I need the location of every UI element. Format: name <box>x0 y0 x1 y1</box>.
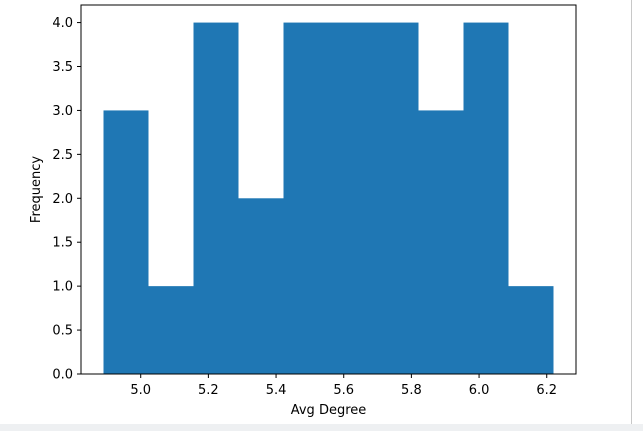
x-axis-label: Avg Degree <box>291 403 367 418</box>
histogram-bar-3 <box>193 22 239 374</box>
bottom-edge <box>0 424 643 431</box>
histogram-bar-5 <box>283 22 329 374</box>
side-panel-edge <box>631 0 643 431</box>
y-tick-label: 1.0 <box>52 280 73 295</box>
y-axis-ticks: 0.0 0.5 1.0 1.5 2.0 2.5 3.0 3.5 4.0 <box>52 16 81 383</box>
y-tick-label: 0.5 <box>52 324 73 339</box>
x-tick-label: 5.2 <box>198 383 219 398</box>
plot-frame <box>80 4 577 375</box>
x-tick-label: 5.0 <box>130 383 151 398</box>
y-tick-label: 2.5 <box>52 148 73 163</box>
y-tick-label: 2.0 <box>52 192 73 207</box>
histogram-bar-7 <box>373 22 419 374</box>
x-tick-label: 5.8 <box>401 383 422 398</box>
y-axis-label: Frequency <box>29 156 44 223</box>
histogram-bar-8 <box>418 110 464 374</box>
histogram-bar-4 <box>238 198 284 374</box>
histogram-bar-6 <box>328 22 374 374</box>
histogram-bars <box>103 22 554 374</box>
x-tick-label: 6.0 <box>469 383 490 398</box>
x-axis-ticks: 5.0 5.2 5.4 5.6 5.8 6.0 6.2 <box>130 374 557 398</box>
histogram-bar-1 <box>103 110 149 374</box>
histogram-chart: 5.0 5.2 5.4 5.6 5.8 6.0 6.2 0.0 0.5 1.0 1.5 2.0 2.5… <box>29 4 577 418</box>
histogram-bar-10 <box>508 286 554 374</box>
histogram-bar-2 <box>148 286 194 374</box>
x-tick-label: 5.4 <box>266 383 287 398</box>
y-tick-label: 3.0 <box>52 104 73 119</box>
y-tick-label: 4.0 <box>52 16 73 31</box>
y-tick-label: 0.0 <box>52 368 73 383</box>
x-tick-label: 6.2 <box>536 383 557 398</box>
y-tick-label: 1.5 <box>52 236 73 251</box>
x-tick-label: 5.6 <box>333 383 354 398</box>
y-tick-label: 3.5 <box>52 60 73 75</box>
histogram-bar-9 <box>463 22 509 374</box>
